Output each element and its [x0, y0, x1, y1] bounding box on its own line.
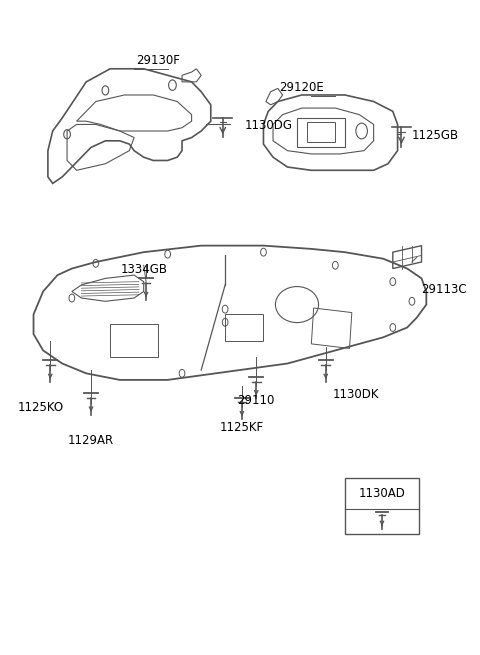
- Text: 29113C: 29113C: [421, 283, 467, 296]
- Text: 1125GB: 1125GB: [412, 129, 459, 142]
- Text: 1334GB: 1334GB: [120, 263, 167, 276]
- Text: 29110: 29110: [238, 394, 275, 407]
- Text: 1130DG: 1130DG: [244, 119, 292, 132]
- Text: 29120E: 29120E: [279, 81, 324, 94]
- Bar: [110, 324, 158, 357]
- Bar: [307, 122, 336, 142]
- Bar: [312, 308, 352, 348]
- Text: 1130DK: 1130DK: [333, 388, 379, 401]
- Text: 1125KO: 1125KO: [18, 401, 64, 414]
- Text: 1130AD: 1130AD: [359, 487, 406, 500]
- Text: 29130F: 29130F: [136, 54, 180, 67]
- Bar: [345, 478, 419, 534]
- Text: 1129AR: 1129AR: [68, 434, 114, 447]
- Bar: [225, 314, 264, 341]
- Bar: [297, 118, 345, 147]
- Text: 1125KF: 1125KF: [220, 421, 264, 434]
